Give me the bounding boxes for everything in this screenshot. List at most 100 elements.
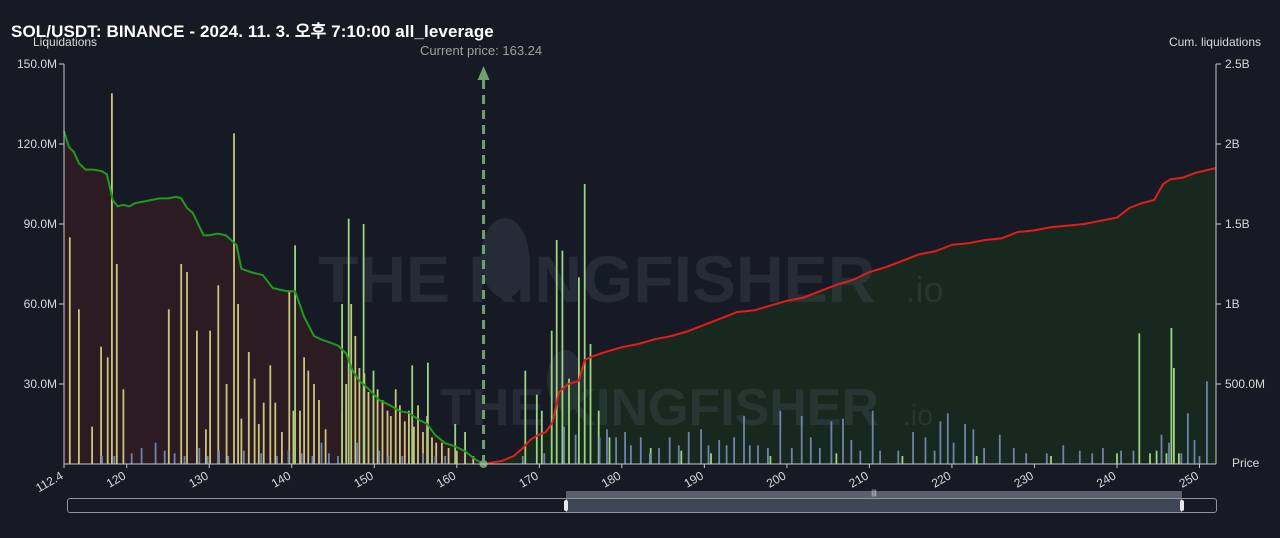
long-cum-line xyxy=(483,167,1217,465)
bar-blue-13 xyxy=(260,453,263,464)
bar-blue-61 xyxy=(871,410,874,464)
bar-green-14 xyxy=(561,250,564,464)
bar-blue-0 xyxy=(101,456,103,464)
bar-green-27 xyxy=(975,456,978,464)
y2-tick-label-3: 1B xyxy=(1225,297,1240,311)
current-price-label: Current price: 163.24 xyxy=(420,43,543,58)
bar-blue-84 xyxy=(1168,442,1170,464)
bar-green-33 xyxy=(1165,453,1168,464)
x-tick-label-6: 170 xyxy=(516,468,541,490)
bar-yellow-20 xyxy=(253,378,256,464)
bar-blue-14 xyxy=(276,456,278,464)
y-tick-label-1: 120.0M xyxy=(17,137,57,151)
bar-yellow-18 xyxy=(240,418,243,464)
bar-yellow-31 xyxy=(313,384,315,464)
watermark-text-large: THE KINGFISHER xyxy=(318,242,875,316)
bar-green-22 xyxy=(680,450,683,464)
bar-green-20 xyxy=(608,437,611,464)
bar-blue-22 xyxy=(378,450,381,464)
bar-yellow-56 xyxy=(441,442,443,464)
bar-green-18 xyxy=(589,344,592,464)
bar-green-26 xyxy=(901,456,904,464)
bar-green-0 xyxy=(294,245,296,464)
bar-blue-7 xyxy=(183,456,186,464)
bar-blue-36 xyxy=(630,445,632,464)
bar-yellow-33 xyxy=(324,429,327,464)
bar-blue-35 xyxy=(624,432,626,464)
bar-yellow-24 xyxy=(274,402,277,464)
zoom-left-handle[interactable] xyxy=(564,500,568,511)
long-cum-area xyxy=(483,168,1216,464)
bar-blue-28 xyxy=(521,456,524,464)
bar-blue-79 xyxy=(1091,453,1094,464)
bar-yellow-1 xyxy=(78,309,80,464)
bar-yellow-32 xyxy=(318,400,320,464)
bar-green-16 xyxy=(578,277,580,464)
bar-blue-6 xyxy=(173,453,176,464)
bar-yellow-44 xyxy=(386,410,389,464)
bar-blue-50 xyxy=(757,445,759,464)
bar-yellow-9 xyxy=(180,264,183,464)
bar-green-11 xyxy=(540,410,543,464)
bar-yellow-15 xyxy=(225,384,228,464)
bar-blue-23 xyxy=(387,456,390,464)
bar-yellow-27 xyxy=(292,410,295,464)
bar-blue-1 xyxy=(113,456,116,464)
bar-green-12 xyxy=(550,330,553,464)
bar-blue-5 xyxy=(163,450,166,464)
left-axis-label: Liquidations xyxy=(33,35,98,49)
bar-blue-56 xyxy=(819,448,821,464)
bar-blue-31 xyxy=(574,434,577,464)
bar-green-36 xyxy=(1178,453,1180,464)
x-tick-label-8: 190 xyxy=(682,468,707,490)
bar-yellow-40 xyxy=(367,392,370,464)
bar-green-3 xyxy=(362,224,365,464)
y2-tick-label-4: 500.0M xyxy=(1225,377,1265,391)
bar-yellow-8 xyxy=(167,309,170,464)
bar-blue-45 xyxy=(718,440,721,464)
x-tick-label-10: 210 xyxy=(847,468,872,490)
bar-blue-19 xyxy=(328,453,330,464)
y-tick-label-0: 150.0M xyxy=(17,57,57,71)
bar-yellow-46 xyxy=(394,389,397,464)
y-tick-label-3: 60.0M xyxy=(24,297,57,311)
current-price-arrow-icon xyxy=(477,66,490,80)
zoom-right-handle[interactable] xyxy=(1180,500,1184,511)
x-tick-label-0: 112.4 xyxy=(33,468,66,495)
bar-green-9 xyxy=(524,370,527,464)
bar-blue-3 xyxy=(140,448,143,464)
bar-blue-81 xyxy=(1120,450,1122,464)
bar-yellow-58 xyxy=(455,450,458,464)
bar-blue-54 xyxy=(800,416,803,464)
bar-blue-55 xyxy=(809,437,812,464)
bar-blue-30 xyxy=(563,426,565,464)
bar-green-1 xyxy=(341,304,343,464)
x-tick-label-12: 230 xyxy=(1012,468,1037,490)
y-tick-label-4: 30.0M xyxy=(24,377,57,391)
zoom-scrollbar-thumb[interactable] xyxy=(566,491,1182,498)
bar-yellow-6 xyxy=(115,264,118,464)
bar-yellow-25 xyxy=(281,432,283,464)
bar-green-10 xyxy=(535,394,538,464)
bar-yellow-12 xyxy=(205,429,207,464)
bar-yellow-28 xyxy=(299,410,301,464)
watermark: THE KINGFISHER .io THE KINGFISHER .io xyxy=(318,218,944,437)
bar-blue-88 xyxy=(1198,456,1201,464)
zoom-grip-icon[interactable]: ||| xyxy=(871,490,877,497)
bar-yellow-14 xyxy=(217,285,220,464)
bar-blue-57 xyxy=(830,421,833,464)
y2-tick-label-2: 1.5B xyxy=(1225,217,1250,231)
bar-blue-25 xyxy=(422,453,424,464)
bar-blue-2 xyxy=(130,453,133,464)
bar-yellow-45 xyxy=(389,416,392,464)
bar-blue-87 xyxy=(1193,440,1196,464)
y2-tick-label-0: 2.5B xyxy=(1225,57,1250,71)
zoom-window[interactable] xyxy=(566,498,1182,513)
chart-title: SOL/USDT: BINANCE - 2024. 11. 3. 오후 7:10… xyxy=(11,22,494,41)
bar-blue-15 xyxy=(287,450,290,464)
bar-blue-20 xyxy=(337,456,339,464)
bar-green-31 xyxy=(1149,453,1151,464)
bar-blue-86 xyxy=(1187,413,1189,464)
bar-blue-29 xyxy=(543,453,546,464)
bar-yellow-16 xyxy=(233,133,235,465)
